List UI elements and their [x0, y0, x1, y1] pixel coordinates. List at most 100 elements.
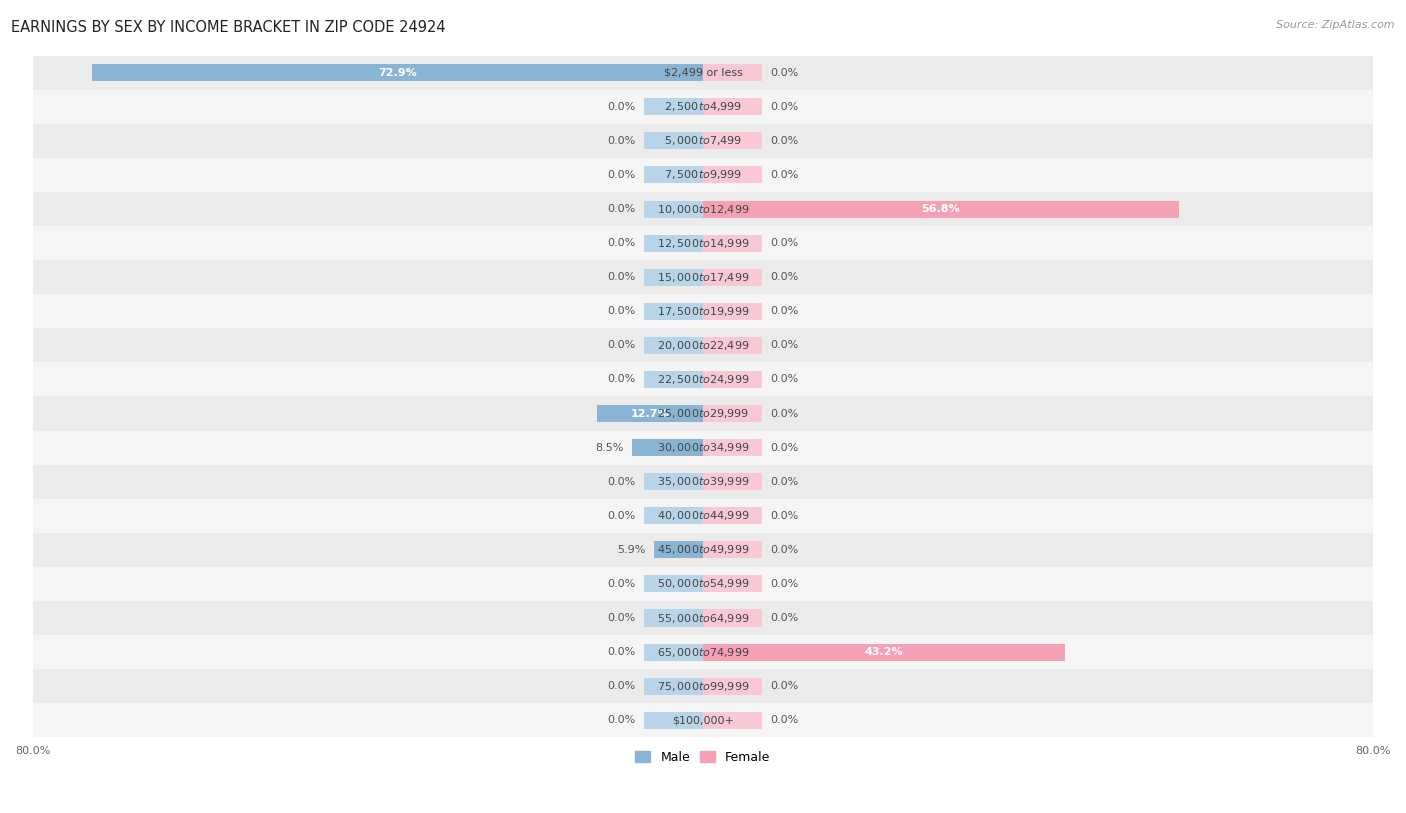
- Text: 0.0%: 0.0%: [770, 102, 799, 111]
- Text: 8.5%: 8.5%: [595, 442, 623, 453]
- Bar: [644, 576, 703, 593]
- Text: $45,000 to $49,999: $45,000 to $49,999: [657, 543, 749, 556]
- Text: 0.0%: 0.0%: [770, 476, 799, 487]
- Text: 0.0%: 0.0%: [770, 579, 799, 589]
- Bar: [703, 268, 762, 285]
- Text: 0.0%: 0.0%: [770, 375, 799, 385]
- Bar: [644, 711, 703, 728]
- Bar: [703, 201, 1178, 218]
- Bar: [32, 260, 1374, 294]
- Text: 0.0%: 0.0%: [607, 272, 636, 282]
- Text: 0.0%: 0.0%: [770, 681, 799, 691]
- Bar: [32, 328, 1374, 363]
- Bar: [32, 158, 1374, 192]
- Text: 0.0%: 0.0%: [607, 579, 636, 589]
- Text: $20,000 to $22,499: $20,000 to $22,499: [657, 339, 749, 352]
- Bar: [631, 439, 703, 456]
- Text: $75,000 to $99,999: $75,000 to $99,999: [657, 680, 749, 693]
- Text: 0.0%: 0.0%: [607, 102, 636, 111]
- Bar: [703, 541, 762, 559]
- Text: $35,000 to $39,999: $35,000 to $39,999: [657, 475, 749, 488]
- Text: 0.0%: 0.0%: [770, 613, 799, 623]
- Bar: [32, 89, 1374, 124]
- Text: $17,500 to $19,999: $17,500 to $19,999: [657, 305, 749, 318]
- Bar: [32, 601, 1374, 635]
- Text: 0.0%: 0.0%: [607, 715, 636, 725]
- Bar: [703, 405, 762, 422]
- Text: 0.0%: 0.0%: [607, 204, 636, 214]
- Bar: [32, 363, 1374, 397]
- Text: $50,000 to $54,999: $50,000 to $54,999: [657, 577, 749, 590]
- Bar: [644, 337, 703, 354]
- Text: 0.0%: 0.0%: [607, 136, 636, 146]
- Text: 72.9%: 72.9%: [378, 67, 418, 78]
- Text: 0.0%: 0.0%: [770, 408, 799, 419]
- Bar: [703, 302, 762, 320]
- Bar: [703, 644, 1064, 661]
- Text: 56.8%: 56.8%: [922, 204, 960, 214]
- Text: $10,000 to $12,499: $10,000 to $12,499: [657, 202, 749, 215]
- Bar: [32, 498, 1374, 533]
- Bar: [644, 133, 703, 150]
- Bar: [32, 124, 1374, 158]
- Bar: [703, 64, 762, 81]
- Bar: [93, 64, 703, 81]
- Bar: [32, 635, 1374, 669]
- Text: 0.0%: 0.0%: [770, 341, 799, 350]
- Text: 0.0%: 0.0%: [770, 545, 799, 554]
- Text: 0.0%: 0.0%: [607, 341, 636, 350]
- Text: 0.0%: 0.0%: [607, 511, 636, 521]
- Bar: [703, 576, 762, 593]
- Text: $100,000+: $100,000+: [672, 715, 734, 725]
- Text: 0.0%: 0.0%: [770, 511, 799, 521]
- Bar: [703, 133, 762, 150]
- Text: EARNINGS BY SEX BY INCOME BRACKET IN ZIP CODE 24924: EARNINGS BY SEX BY INCOME BRACKET IN ZIP…: [11, 20, 446, 35]
- Bar: [644, 610, 703, 627]
- Bar: [644, 167, 703, 184]
- Text: Source: ZipAtlas.com: Source: ZipAtlas.com: [1277, 20, 1395, 30]
- Bar: [703, 98, 762, 115]
- Bar: [32, 226, 1374, 260]
- Bar: [32, 567, 1374, 601]
- Text: $55,000 to $64,999: $55,000 to $64,999: [657, 611, 749, 624]
- Text: $2,499 or less: $2,499 or less: [664, 67, 742, 78]
- Bar: [703, 507, 762, 524]
- Bar: [644, 235, 703, 252]
- Text: $12,500 to $14,999: $12,500 to $14,999: [657, 237, 749, 250]
- Text: $15,000 to $17,499: $15,000 to $17,499: [657, 271, 749, 284]
- Bar: [32, 465, 1374, 498]
- Text: 0.0%: 0.0%: [607, 613, 636, 623]
- Text: 0.0%: 0.0%: [770, 238, 799, 248]
- Text: 0.0%: 0.0%: [770, 442, 799, 453]
- Bar: [32, 669, 1374, 703]
- Bar: [703, 439, 762, 456]
- Legend: Male, Female: Male, Female: [630, 746, 776, 768]
- Bar: [32, 397, 1374, 431]
- Bar: [644, 644, 703, 661]
- Bar: [644, 302, 703, 320]
- Bar: [644, 201, 703, 218]
- Bar: [32, 294, 1374, 328]
- Text: 5.9%: 5.9%: [617, 545, 645, 554]
- Text: 12.7%: 12.7%: [630, 408, 669, 419]
- Bar: [644, 507, 703, 524]
- Text: $22,500 to $24,999: $22,500 to $24,999: [657, 373, 749, 386]
- Text: 0.0%: 0.0%: [607, 307, 636, 316]
- Text: 43.2%: 43.2%: [865, 647, 903, 657]
- Bar: [596, 405, 703, 422]
- Bar: [703, 711, 762, 728]
- Bar: [644, 268, 703, 285]
- Text: 0.0%: 0.0%: [770, 307, 799, 316]
- Text: 0.0%: 0.0%: [607, 647, 636, 657]
- Text: 0.0%: 0.0%: [770, 715, 799, 725]
- Text: 0.0%: 0.0%: [607, 238, 636, 248]
- Bar: [703, 371, 762, 388]
- Text: 0.0%: 0.0%: [607, 170, 636, 180]
- Text: $40,000 to $44,999: $40,000 to $44,999: [657, 509, 749, 522]
- Bar: [654, 541, 703, 559]
- Bar: [32, 192, 1374, 226]
- Bar: [32, 703, 1374, 737]
- Bar: [32, 533, 1374, 567]
- Text: 0.0%: 0.0%: [770, 272, 799, 282]
- Text: $2,500 to $4,999: $2,500 to $4,999: [664, 100, 742, 113]
